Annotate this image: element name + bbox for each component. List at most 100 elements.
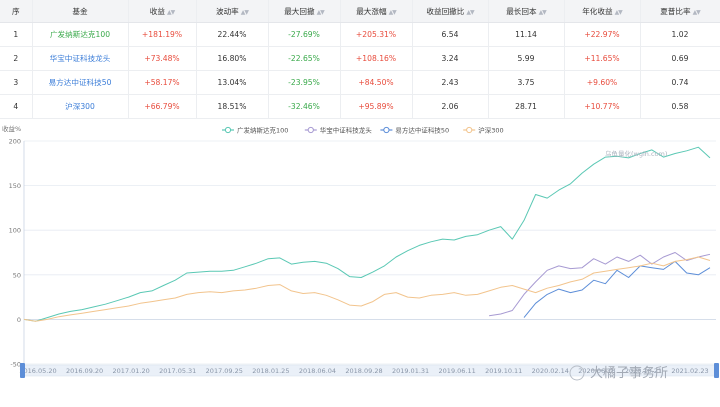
table-row: 2 华宝中证科技龙头 +73.48% 16.80% -22.65% +108.1… bbox=[0, 46, 720, 71]
col-header-longest-recovery[interactable]: 最长回本 ▲▼ bbox=[488, 0, 565, 23]
cell-fund-name[interactable]: 广发纳斯达克100 bbox=[32, 22, 129, 47]
sort-icon[interactable]: ▲▼ bbox=[538, 8, 547, 16]
legend-entry-label: 易方达中证科技50 bbox=[395, 126, 449, 135]
cell-fund-name[interactable]: 华宝中证科技龙头 bbox=[32, 46, 129, 71]
range-slider-handle-right[interactable] bbox=[714, 363, 719, 378]
x-tick-label: 2020.06.16 bbox=[578, 367, 615, 375]
y-tick-label: 200 bbox=[9, 138, 21, 146]
y-tick-label: 150 bbox=[9, 182, 21, 190]
legend-dot-marker[interactable] bbox=[383, 126, 390, 134]
sort-icon[interactable]: ▲▼ bbox=[316, 8, 325, 16]
cell-max-rise: +95.89% bbox=[340, 94, 413, 119]
cell-annual-return: +22.97% bbox=[564, 22, 641, 47]
cell-max-rise: +84.50% bbox=[340, 70, 413, 95]
cell-longest-recovery: 3.75 bbox=[488, 70, 565, 95]
y-tick-label: 100 bbox=[9, 227, 21, 235]
cell-volatility: 18.51% bbox=[196, 94, 269, 119]
table-row: 1 广发纳斯达克100 +181.19% 22.44% -27.69% +205… bbox=[0, 22, 720, 47]
returns-line-chart: 收益% -50 0 50 100 150 200 2016.05.20 2016.09.20 20… bbox=[2, 124, 719, 381]
x-tick-label: 2018.06.04 bbox=[299, 367, 336, 375]
x-tick-label: 2018.09.28 bbox=[345, 367, 382, 375]
cell-annual-return: +10.77% bbox=[564, 94, 641, 119]
x-tick-label: 2016.05.20 bbox=[19, 367, 56, 375]
cell-volatility: 16.80% bbox=[196, 46, 269, 71]
x-tick-label: 2019.01.31 bbox=[392, 367, 429, 375]
legend-dot-marker[interactable] bbox=[224, 126, 232, 134]
cell-return: +73.48% bbox=[128, 46, 197, 71]
col-header-return-drawdown-ratio[interactable]: 收益回撤比 ▲▼ bbox=[412, 0, 489, 23]
legend-dot-marker[interactable] bbox=[307, 126, 314, 134]
cell-fund-name[interactable]: 易方达中证科技50 bbox=[32, 70, 129, 95]
watermark-author: 大橘子事务所 bbox=[590, 365, 668, 381]
cell-longest-recovery: 5.99 bbox=[488, 46, 565, 71]
cell-volatility: 13.04% bbox=[196, 70, 269, 95]
cell-longest-recovery: 28.71 bbox=[488, 94, 565, 119]
x-tick-label: 2017.01.20 bbox=[113, 367, 150, 375]
x-tick-label: 2019.06.11 bbox=[439, 367, 476, 375]
table-row: 3 易方达中证科技50 +58.17% 13.04% -23.95% +84.5… bbox=[0, 70, 720, 95]
legend-entry-label: 沪深300 bbox=[478, 126, 503, 135]
cell-max-rise: +108.16% bbox=[340, 46, 413, 71]
cell-return: +66.79% bbox=[128, 94, 197, 119]
cell-max-rise: +205.31% bbox=[340, 22, 413, 47]
cell-sharpe: 0.58 bbox=[640, 94, 720, 119]
cell-index: 1 bbox=[0, 22, 33, 47]
series-line bbox=[23, 256, 711, 322]
cell-annual-return: +9.60% bbox=[564, 70, 641, 95]
watermark-source: 乌龟量化(wglh.com) bbox=[605, 149, 667, 158]
x-tick-label: 2020.02.14 bbox=[532, 367, 569, 375]
sort-icon[interactable]: ▲▼ bbox=[466, 8, 474, 16]
cell-sharpe: 0.69 bbox=[640, 46, 720, 71]
cell-index: 3 bbox=[0, 70, 33, 95]
table-row: 4 沪深300 +66.79% 18.51% -32.46% +95.89% 2… bbox=[0, 94, 720, 119]
legend-dot-marker[interactable] bbox=[466, 126, 473, 134]
cell-volatility: 22.44% bbox=[196, 22, 269, 47]
sort-icon[interactable]: ▲▼ bbox=[388, 8, 397, 16]
x-tick-label: 2021.02.23 bbox=[671, 367, 708, 375]
y-tick-label: 50 bbox=[13, 271, 21, 279]
x-tick-label: 2017.09.25 bbox=[206, 367, 243, 375]
cell-longest-recovery: 11.14 bbox=[488, 22, 565, 47]
table-header-row: 序 基金 收益 ▲▼ 波动率 ▲▼ 最大回撤 ▲▼ 最大涨幅 ▲▼ 收益回撤比 ▲▼ 最长… bbox=[0, 0, 720, 23]
col-header-volatility[interactable]: 波动率 ▲▼ bbox=[196, 0, 269, 23]
col-header-max-rise[interactable]: 最大涨幅 ▲▼ bbox=[340, 0, 413, 23]
y-tick-label: 0 bbox=[17, 316, 21, 324]
x-tick-label: 2016.09.20 bbox=[66, 367, 103, 375]
cell-annual-return: +11.65% bbox=[564, 46, 641, 71]
x-tick-label: 2018.01.25 bbox=[252, 367, 289, 375]
series-line bbox=[489, 252, 711, 317]
cell-max-drawdown: -27.69% bbox=[268, 22, 341, 47]
cell-index: 4 bbox=[0, 94, 33, 119]
sort-icon[interactable]: ▲▼ bbox=[240, 8, 249, 16]
cell-return-drawdown-ratio: 2.06 bbox=[412, 94, 489, 119]
col-header-annual-return[interactable]: 年化收益 ▲▼ bbox=[564, 0, 641, 23]
cell-return-drawdown-ratio: 2.43 bbox=[412, 70, 489, 95]
sort-icon[interactable]: ▲▼ bbox=[166, 8, 175, 16]
col-header-return[interactable]: 收益 ▲▼ bbox=[128, 0, 197, 23]
y-axis-label: 收益% bbox=[2, 124, 21, 133]
x-tick-label: 2017.05.31 bbox=[159, 367, 196, 375]
cell-return-drawdown-ratio: 6.54 bbox=[412, 22, 489, 47]
legend-entry-label: 华宝中证科技龙头 bbox=[320, 126, 373, 135]
range-slider-handle-left[interactable] bbox=[20, 363, 25, 378]
cell-return-drawdown-ratio: 3.24 bbox=[412, 46, 489, 71]
col-header-fund: 基金 bbox=[32, 0, 129, 23]
legend-entry-label: 广发纳斯达克100 bbox=[237, 126, 288, 135]
cell-max-drawdown: -23.95% bbox=[268, 70, 341, 95]
cell-sharpe: 0.74 bbox=[640, 70, 720, 95]
sort-icon[interactable]: ▲▼ bbox=[614, 8, 623, 16]
sort-icon[interactable]: ▲▼ bbox=[692, 8, 701, 16]
cell-max-drawdown: -32.46% bbox=[268, 94, 341, 119]
series-line bbox=[23, 146, 711, 322]
cell-max-drawdown: -22.65% bbox=[268, 46, 341, 71]
fund-performance-table: 序 基金 收益 ▲▼ 波动率 ▲▼ 最大回撤 ▲▼ 最大涨幅 ▲▼ 收益回撤比 ▲▼ 最长… bbox=[0, 0, 720, 119]
y-tick-label: -50 bbox=[10, 361, 21, 369]
cell-sharpe: 1.02 bbox=[640, 22, 720, 47]
cell-fund-name[interactable]: 沪深300 bbox=[32, 94, 129, 119]
col-header-sharpe[interactable]: 夏普比率 ▲▼ bbox=[640, 0, 720, 23]
series-line bbox=[523, 260, 711, 318]
x-tick-label: 2020.10.21 bbox=[625, 367, 662, 375]
col-header-max-drawdown[interactable]: 最大回撤 ▲▼ bbox=[268, 0, 341, 23]
wechat-icon bbox=[569, 365, 585, 381]
cell-return: +58.17% bbox=[128, 70, 197, 95]
